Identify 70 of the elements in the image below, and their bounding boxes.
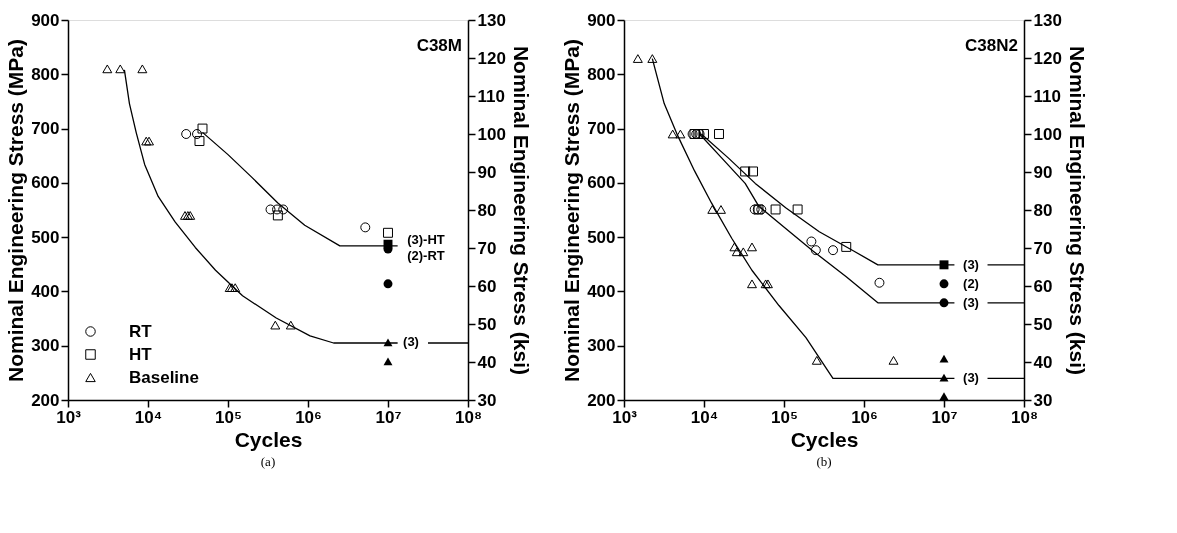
x-tick-label: 10³ (612, 407, 638, 427)
y2-tick-label: 110 (477, 86, 505, 106)
y2-tick-label: 70 (1033, 238, 1053, 258)
y-axis-title: Nominal Engineering Stress (MPa) (4, 38, 28, 383)
y-tick-label: 200 (31, 390, 60, 410)
y-tick-label: 700 (31, 119, 60, 139)
text: C38M (416, 36, 462, 55)
x-tick-label: 10⁴ (690, 407, 719, 427)
y2-tick-label: 30 (1033, 390, 1053, 410)
annotation: (3)-HT (407, 232, 445, 247)
x-tick-label: 10³ (56, 407, 82, 427)
annotation: (3) (403, 334, 419, 349)
y2-tick-label: 50 (1033, 314, 1053, 334)
legend-label: HT (129, 344, 153, 364)
annotation: (3) (963, 370, 979, 385)
y2-tick-label: 130 (1033, 10, 1062, 30)
x-tick-label: 10⁷ (375, 407, 402, 427)
y2-tick-label: 90 (477, 162, 497, 182)
annotation: (3) (963, 257, 979, 272)
text: (b) (816, 454, 832, 469)
y2-tick-label: 80 (477, 200, 497, 220)
x-tick-label: 10⁵ (771, 407, 798, 427)
y2-tick-label: 80 (1033, 200, 1053, 220)
x-tick-label: 10⁷ (931, 407, 958, 427)
y-tick-label: 300 (31, 336, 60, 356)
y2-tick-label: 100 (1033, 124, 1062, 144)
x-axis-title: Cycles (790, 427, 859, 451)
y-tick-label: 700 (587, 119, 616, 139)
x-tick-label: 10⁵ (215, 407, 242, 427)
y2-tick-label: 50 (477, 314, 497, 334)
y2-tick-label: 130 (477, 10, 506, 30)
y2-tick-label: 100 (477, 124, 506, 144)
y2-tick-label: 60 (1033, 276, 1053, 296)
y-tick-label: 800 (31, 64, 60, 84)
x-tick-label: 10⁸ (1011, 407, 1038, 427)
y2-axis-title: Nominal Engineering Stress (ksi) (1065, 45, 1089, 376)
y2-tick-label: 120 (1033, 48, 1062, 68)
x-tick-label: 10⁴ (134, 407, 163, 427)
y2-axis-title: Nominal Engineering Stress (ksi) (509, 45, 533, 376)
y-tick-label: 600 (587, 173, 616, 193)
y-tick-label: 900 (31, 10, 60, 30)
y-tick-label: 200 (587, 390, 616, 410)
y-tick-label: 600 (31, 173, 60, 193)
y2-tick-label: 110 (1033, 86, 1061, 106)
y-axis-title: Nominal Engineering Stress (MPa) (560, 38, 584, 383)
x-tick-label: 10⁶ (295, 407, 322, 427)
legend-label: Baseline (129, 367, 199, 387)
annotation: (2)-RT (407, 248, 445, 263)
text: (a) (260, 454, 276, 469)
x-tick-label: 10⁸ (455, 407, 482, 427)
y2-tick-label: 40 (477, 352, 497, 372)
y2-tick-label: 30 (477, 390, 497, 410)
y2-tick-label: 60 (477, 276, 497, 296)
y2-tick-label: 40 (1033, 352, 1053, 372)
y-tick-label: 800 (587, 64, 616, 84)
y-tick-label: 300 (587, 336, 616, 356)
y2-tick-label: 70 (477, 238, 497, 258)
y-tick-label: 500 (587, 227, 616, 247)
y-tick-label: 400 (31, 281, 60, 301)
x-axis-title: Cycles (234, 427, 303, 451)
y-tick-label: 400 (587, 281, 616, 301)
text: C38N2 (965, 36, 1018, 55)
y2-tick-label: 120 (477, 48, 506, 68)
x-tick-label: 10⁶ (851, 407, 878, 427)
annotation: (2) (963, 276, 979, 291)
y-tick-label: 500 (31, 227, 60, 247)
legend-label: RT (129, 321, 153, 341)
y-tick-label: 900 (587, 10, 616, 30)
annotation: (3) (963, 295, 979, 310)
y2-tick-label: 90 (1033, 162, 1053, 182)
